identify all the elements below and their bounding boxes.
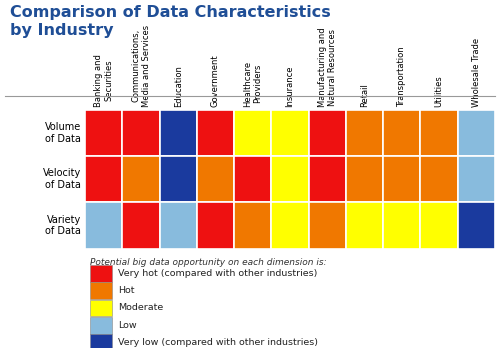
Bar [383, 110, 420, 156]
Bar [234, 203, 272, 249]
Bar [197, 110, 234, 156]
Bar [420, 203, 458, 249]
Text: Very low (compared with other industries): Very low (compared with other industries… [118, 338, 318, 347]
Text: Potential big data opportunity on each dimension is:: Potential big data opportunity on each d… [90, 258, 326, 267]
Bar [85, 156, 122, 203]
Text: by Industry: by Industry [10, 23, 114, 38]
Bar [383, 203, 420, 249]
Bar [85, 110, 122, 156]
Bar [234, 156, 272, 203]
Text: Moderate: Moderate [118, 303, 164, 313]
Bar [346, 156, 383, 203]
Bar [122, 110, 160, 156]
Bar [308, 110, 346, 156]
Bar [272, 203, 308, 249]
Bar [420, 156, 458, 203]
Bar [197, 203, 234, 249]
Text: Low: Low [118, 321, 137, 330]
Bar [346, 203, 383, 249]
Text: Comparison of Data Characteristics: Comparison of Data Characteristics [10, 5, 331, 20]
Bar [85, 203, 122, 249]
Bar [383, 156, 420, 203]
Bar [458, 203, 495, 249]
Bar [420, 110, 458, 156]
Bar [272, 156, 308, 203]
Text: Hot: Hot [118, 286, 135, 295]
Bar [346, 110, 383, 156]
Bar [160, 203, 197, 249]
Text: Very hot (compared with other industries): Very hot (compared with other industries… [118, 269, 318, 278]
Bar [122, 156, 160, 203]
Bar [160, 110, 197, 156]
Bar [272, 110, 308, 156]
Bar [122, 203, 160, 249]
Bar [160, 156, 197, 203]
Bar [234, 110, 272, 156]
Bar [458, 110, 495, 156]
Bar [458, 156, 495, 203]
Bar [308, 156, 346, 203]
Bar [308, 203, 346, 249]
Bar [197, 156, 234, 203]
